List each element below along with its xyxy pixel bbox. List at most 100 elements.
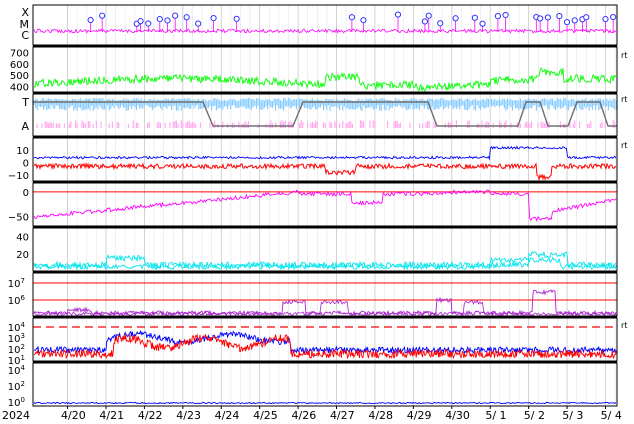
x-date-label: 4/29 [407, 409, 432, 422]
xray-event-marker [437, 20, 444, 27]
xray-event-marker [502, 11, 509, 19]
panel-frame-density [32, 227, 618, 272]
xray-class-tick: X [21, 6, 29, 19]
panel-frame-angle [32, 182, 618, 227]
speed-tick: 400 [10, 82, 29, 93]
xray-event-marker [87, 16, 94, 24]
right-tick-label: rt [621, 141, 627, 150]
density-tick: 40 [16, 233, 29, 244]
series-layer [33, 11, 618, 405]
angle-tick: 0 [23, 188, 29, 199]
xray-class-tick: C [21, 29, 29, 42]
x-date-label: 5/ 3 [562, 409, 583, 422]
proton-tick: 106 [8, 294, 26, 307]
x-date-label: 4/30 [445, 409, 470, 422]
xray-class-tick: M [20, 18, 30, 31]
xray-event-marker [99, 12, 106, 19]
xray-event-marker [183, 14, 190, 21]
xray-event-marker [563, 18, 571, 26]
proton-tick-exponent: 7 [21, 277, 25, 285]
x-date-label: 4/28 [368, 409, 393, 422]
bottom-series [33, 401, 617, 405]
proton-series-b [33, 299, 617, 316]
right-tick-label: rt [621, 321, 627, 330]
electron-series-blue [33, 329, 617, 355]
xray-event-marker [137, 18, 144, 25]
bottom-tick: 104 [8, 364, 26, 377]
bottom-tick-exponent: 2 [21, 380, 25, 388]
density-series-a [33, 250, 617, 270]
xray-event-marker [421, 18, 428, 25]
electron-tick-exponent: 3 [21, 332, 25, 340]
bottom-tick-exponent: 4 [21, 364, 26, 372]
x-date-label: 4/24 [215, 409, 240, 422]
imf-tick: 10 [16, 146, 29, 157]
proton-tick: 107 [8, 277, 25, 290]
panel-frame-solar-wind-speed [32, 46, 618, 93]
electron-tick-exponent: 4 [21, 321, 26, 329]
xray-event-marker [360, 17, 367, 24]
speed-tick: 600 [10, 60, 29, 71]
xray-event-marker [544, 14, 551, 21]
x-date-label: 4/23 [176, 409, 201, 422]
xray-event-marker [556, 12, 563, 20]
wind-speed-series [33, 67, 617, 92]
panel-frame-proton-flux [32, 272, 618, 317]
xray-event-marker [348, 14, 355, 21]
xray-event-marker [210, 14, 217, 22]
right-tick-label: rt [621, 95, 627, 104]
xray-event-marker [233, 15, 240, 22]
xray-event-marker [195, 20, 202, 27]
frame-layer [32, 4, 618, 409]
electron-tick-exponent: 2 [21, 343, 25, 351]
imf-tick: −10 [8, 171, 29, 182]
imf-bz-series [33, 162, 617, 182]
bottom-tick-exponent: 0 [21, 396, 25, 404]
xray-flux-series [33, 28, 617, 34]
xray-event-marker [571, 17, 578, 24]
label-layer: XMC700600500400TA100−100−504020107106104… [2, 6, 627, 422]
xray-event-marker [479, 20, 486, 27]
x-date-label: 4/20 [61, 409, 86, 422]
bottom-tick: 102 [8, 380, 25, 393]
panel-frame-xray [32, 4, 618, 46]
x-date-label: 5/ 2 [524, 409, 545, 422]
proton-tick-exponent: 6 [21, 294, 26, 302]
xray-event-marker [156, 16, 163, 23]
bottom-tick: 100 [8, 396, 25, 409]
x-date-label: 4/27 [330, 409, 355, 422]
speed-tick: 500 [10, 71, 29, 82]
x-date-label: 4/22 [138, 409, 163, 422]
xray-event-marker [164, 17, 171, 24]
x-date-label: 4/25 [253, 409, 278, 422]
xray-event-marker [394, 11, 402, 18]
xray-event-marker [583, 14, 590, 21]
xray-event-marker [610, 13, 617, 21]
density-tick: 20 [16, 250, 29, 261]
sector-step-series [33, 101, 617, 127]
xray-event-marker [494, 12, 501, 20]
x-year-label: 2024 [2, 409, 30, 422]
xray-event-marker [172, 12, 179, 19]
x-date-label: 5/ 1 [485, 409, 506, 422]
angle-series [33, 189, 617, 222]
angle-tick: −50 [8, 212, 29, 223]
density-series-b [33, 256, 617, 271]
speed-tick: 700 [10, 49, 29, 60]
x-date-label: 4/21 [99, 409, 124, 422]
imf-tick: 0 [23, 159, 29, 170]
xray-event-marker [471, 14, 478, 21]
proton-series-a [33, 289, 617, 317]
imf-bt-series [33, 145, 617, 161]
electron-tick-exponent: 1 [21, 354, 25, 362]
xray-event-marker [452, 15, 459, 22]
xray-event-marker [602, 15, 609, 23]
sector-tick: T [21, 96, 29, 109]
xray-event-marker [537, 15, 544, 22]
sector-tick: A [21, 120, 29, 133]
panel-frame-imf [32, 137, 618, 182]
xray-event-marker [145, 20, 152, 27]
right-tick-label: rt [621, 51, 627, 60]
